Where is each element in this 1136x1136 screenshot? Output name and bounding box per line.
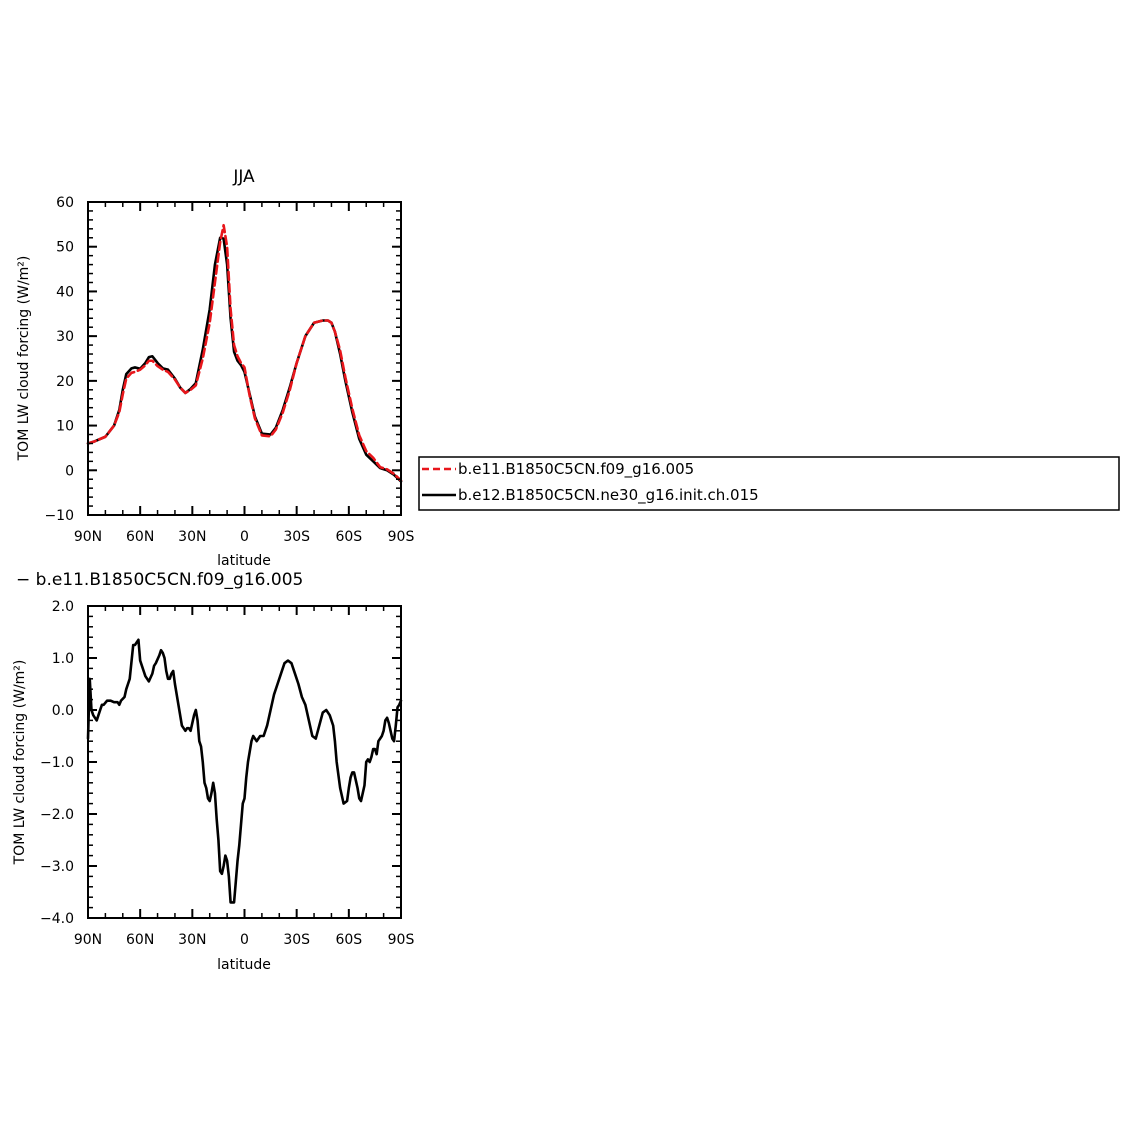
x-tick-label: 0 xyxy=(240,932,249,948)
y-tick-label: 60 xyxy=(56,195,74,211)
y-tick-label: −4.0 xyxy=(40,911,74,927)
x-tick-label: 90N xyxy=(74,529,102,545)
x-tick-label: 90S xyxy=(388,932,415,948)
x-tick-label: 60N xyxy=(126,932,154,948)
bottom-plot-frame xyxy=(87,605,402,919)
top-title: JJA xyxy=(232,167,255,187)
x-tick-label: 60S xyxy=(335,529,362,545)
x-tick-label: 30S xyxy=(283,529,310,545)
top-panel: JJA 90N 60N 30N 0 30S 60S 90S−100102030405060 … xyxy=(16,167,414,569)
y-tick-label: 0 xyxy=(65,463,74,479)
y-tick-label: 1.0 xyxy=(52,651,74,667)
bottom-ylabel: TOM LW cloud forcing (W/m²) xyxy=(12,660,28,866)
bottom-panel: − b.e11.B1850C5CN.f09_g16.005 90N 60N 30N 0… xyxy=(12,570,414,973)
x-tick-label: 90N xyxy=(74,932,102,948)
y-tick-label: −1.0 xyxy=(40,755,74,771)
x-tick-label: 0 xyxy=(240,529,249,545)
y-tick-label: 0.0 xyxy=(52,703,74,719)
y-tick-label: 40 xyxy=(56,284,74,300)
x-tick-label: 60S xyxy=(335,932,362,948)
x-tick-label: 30S xyxy=(283,932,310,948)
series-line-1 xyxy=(86,223,403,482)
y-tick-label: 30 xyxy=(56,329,74,345)
x-tick-label: 90S xyxy=(388,529,415,545)
y-tick-label: 20 xyxy=(56,374,74,390)
top-ylabel: TOM LW cloud forcing (W/m²) xyxy=(16,256,32,462)
series-line-2 xyxy=(86,236,403,483)
y-tick-label: 10 xyxy=(56,419,74,435)
legend-label-series-1: b.e11.B1850C5CN.f09_g16.005 xyxy=(458,460,694,479)
y-tick-label: 2.0 xyxy=(52,599,74,615)
y-tick-label: −10 xyxy=(44,508,74,524)
x-tick-label: 30N xyxy=(178,932,206,948)
legend-label-series-2: b.e12.B1850C5CN.ne30_g16.init.ch.015 xyxy=(458,486,759,505)
y-tick-label: 50 xyxy=(56,240,74,256)
y-tick-label: −2.0 xyxy=(40,807,74,823)
series-line-1 xyxy=(86,638,403,904)
top-xlabel: latitude xyxy=(217,553,271,569)
bottom-title: − b.e11.B1850C5CN.f09_g16.005 xyxy=(16,570,303,590)
x-tick-label: 60N xyxy=(126,529,154,545)
legend-box xyxy=(418,456,1120,511)
x-tick-label: 30N xyxy=(178,529,206,545)
top-plot-frame xyxy=(87,201,402,516)
y-tick-label: −3.0 xyxy=(40,859,74,875)
bottom-xlabel: latitude xyxy=(217,957,271,973)
legend: b.e11.B1850C5CN.f09_g16.005 b.e12.B1850C… xyxy=(418,456,1120,511)
